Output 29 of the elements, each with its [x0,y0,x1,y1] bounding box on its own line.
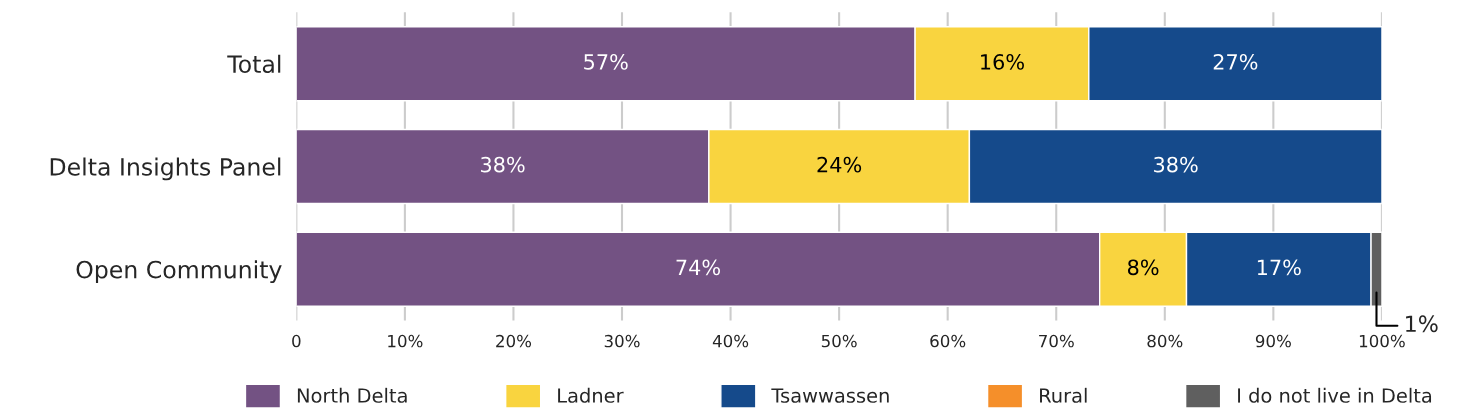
x-tick-label: 20% [496,334,532,348]
y-tick-label: Total [227,54,281,74]
data-label: 8% [1127,259,1159,276]
x-tick-label: 90% [1255,334,1291,348]
legend-label: I do not live in Delta [1238,387,1432,403]
data-label: 38% [481,156,525,173]
y-tick-label: Open Community [76,260,282,284]
legend-label: Rural [1040,387,1087,403]
data-label: 24% [817,156,862,173]
data-label: 57% [584,53,628,70]
legend-label: North Delta [297,387,407,403]
x-tick-label: 10% [388,334,423,348]
x-tick-label: 80% [1147,334,1183,348]
x-tick-label: 100% [1359,334,1405,348]
y-tick-label: Delta Insights Panel [50,157,281,181]
x-tick-label: 60% [930,334,966,348]
data-label: 74% [676,259,720,276]
legend-label: Tsawwassen [771,388,889,403]
x-tick-label: 0 [292,334,301,348]
x-tick-label: 50% [821,334,857,348]
data-label: 27% [1213,53,1258,70]
data-label: 16% [981,53,1024,70]
data-label: 38% [1154,156,1198,173]
data-label: 17% [1257,259,1301,276]
x-tick-label: 30% [604,334,640,348]
legend-label: Ladner [558,387,624,403]
x-tick-label: 70% [1039,334,1074,348]
x-tick-label: 40% [712,334,749,348]
annotation: 1% [1406,315,1438,333]
